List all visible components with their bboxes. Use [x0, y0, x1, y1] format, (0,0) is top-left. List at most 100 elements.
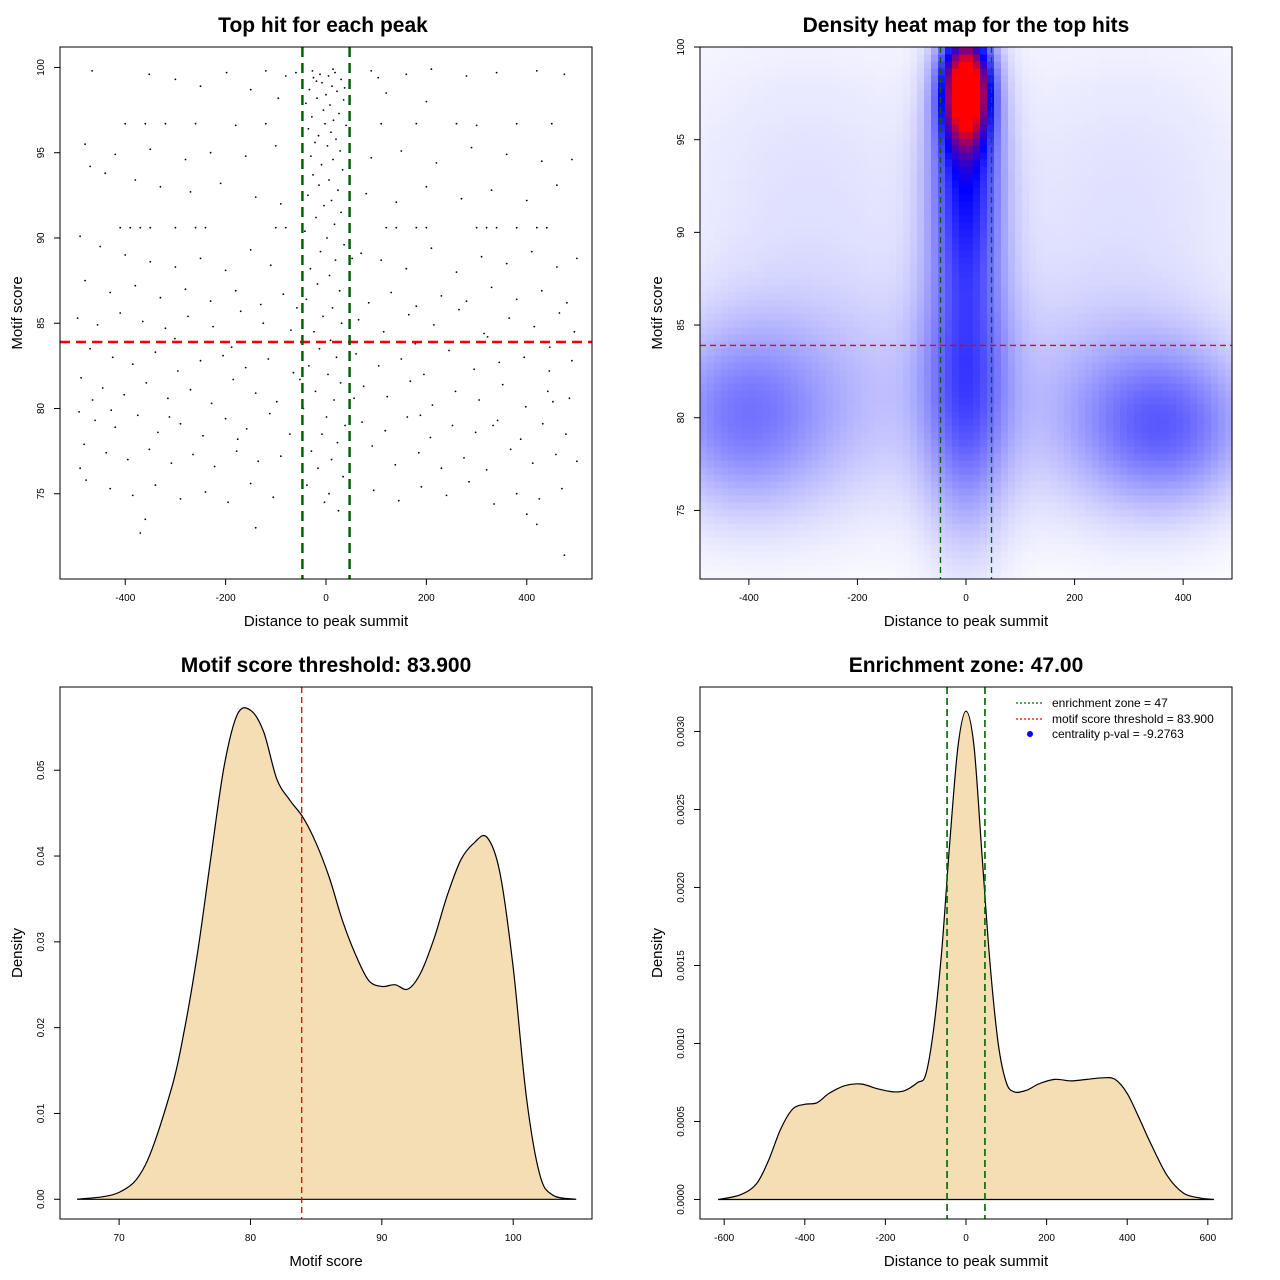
heatmap-cell: [798, 47, 806, 55]
scatter-point: [145, 382, 148, 384]
heatmap-cell: [1001, 166, 1009, 174]
heatmap-cell: [749, 453, 757, 461]
heatmap-cell: [1029, 481, 1037, 489]
heatmap-cell: [700, 236, 708, 244]
heatmap-cell: [952, 61, 960, 69]
heatmap-cell: [1022, 180, 1030, 188]
heatmap-cell: [903, 411, 911, 419]
heatmap-cell: [763, 117, 771, 125]
heatmap-cell: [924, 68, 932, 76]
heatmap-cell: [1099, 250, 1107, 258]
heatmap-cell: [938, 565, 946, 573]
heatmap-cell: [728, 418, 736, 426]
heatmap-cell: [952, 138, 960, 146]
heatmap-cell: [1022, 355, 1030, 363]
scatter-point: [327, 75, 330, 77]
heatmap-cell: [861, 68, 869, 76]
heatmap-cell: [1099, 383, 1107, 391]
heatmap-cell: [945, 173, 953, 181]
heatmap-cell: [959, 488, 967, 496]
heatmap-cell: [798, 201, 806, 209]
heatmap-cell: [1015, 194, 1023, 202]
heatmap-cell: [896, 467, 904, 475]
heatmap-cell: [714, 243, 722, 251]
heatmap-cell: [700, 54, 708, 62]
heatmap-cell: [1071, 166, 1079, 174]
heatmap-cell: [1029, 418, 1037, 426]
heatmap-cell: [777, 278, 785, 286]
heatmap-cell: [1036, 362, 1044, 370]
heatmap-cell: [889, 460, 897, 468]
heatmap-cell: [1043, 481, 1051, 489]
heatmap-cell: [812, 320, 820, 328]
heatmap-cell: [791, 166, 799, 174]
heatmap-cell: [1120, 180, 1128, 188]
heatmap-cell: [840, 173, 848, 181]
scatter-point: [224, 269, 227, 272]
heatmap-cell: [1064, 397, 1072, 405]
heatmap-cell: [1057, 418, 1065, 426]
heatmap-cell: [924, 348, 932, 356]
heatmap-cell: [756, 432, 764, 440]
heatmap-cell: [1001, 432, 1009, 440]
heatmap-cell: [1036, 110, 1044, 118]
heatmap-cell: [700, 166, 708, 174]
heatmap-cell: [756, 572, 764, 580]
heatmap-cell: [700, 138, 708, 146]
heatmap-cell: [861, 516, 869, 524]
heatmap-cell: [1057, 460, 1065, 468]
heatmap-cell: [994, 467, 1002, 475]
scatter-point: [249, 482, 252, 485]
heatmap-cell: [700, 488, 708, 496]
heatmap-cell: [742, 348, 750, 356]
heatmap-cell: [1099, 516, 1107, 524]
heatmap-cell: [1022, 474, 1030, 482]
heatmap-cell: [1113, 432, 1121, 440]
heatmap-cell: [861, 117, 869, 125]
heatmap-cell: [1057, 376, 1065, 384]
heatmap-cell: [1029, 404, 1037, 412]
heatmap-cell: [1071, 173, 1079, 181]
heatmap-cell: [917, 278, 925, 286]
heatmap-cell: [770, 124, 778, 132]
heatmap-cell: [721, 327, 729, 335]
heatmap-cell: [980, 453, 988, 461]
heatmap-cell: [1008, 537, 1016, 545]
heatmap-cell: [1057, 103, 1065, 111]
heatmap-cell: [805, 54, 813, 62]
scatter-point: [496, 419, 499, 422]
heatmap-cell: [875, 348, 883, 356]
heatmap-cell: [728, 516, 736, 524]
heatmap-cell: [763, 523, 771, 531]
heatmap-cell: [700, 404, 708, 412]
heatmap-cell: [1071, 103, 1079, 111]
heatmap-cell: [931, 271, 939, 279]
heatmap-cell: [917, 243, 925, 251]
heatmap-cell: [896, 348, 904, 356]
heatmap-cell: [1008, 572, 1016, 580]
heatmap-cell: [994, 334, 1002, 342]
heatmap-cell: [1015, 397, 1023, 405]
heatmap-cell: [812, 131, 820, 139]
heatmap-cell: [1120, 236, 1128, 244]
heatmap-cell: [917, 544, 925, 552]
heatmap-cell: [826, 467, 834, 475]
heatmap-cell: [1050, 124, 1058, 132]
heatmap-cell: [931, 327, 939, 335]
heatmap-cell: [1113, 299, 1121, 307]
scatter-point: [308, 365, 310, 367]
heatmap-cell: [973, 411, 981, 419]
heatmap-cell: [875, 383, 883, 391]
heatmap-cell: [1099, 215, 1107, 223]
heatmap-cell: [770, 327, 778, 335]
heatmap-cell: [847, 89, 855, 97]
heatmap-cell: [1071, 453, 1079, 461]
heatmap-cell: [903, 124, 911, 132]
heatmap-cell: [763, 229, 771, 237]
heatmap-cell: [959, 257, 967, 265]
heatmap-cell: [1050, 432, 1058, 440]
scatter-point: [384, 429, 387, 432]
heatmap-cell: [1015, 222, 1023, 230]
heatmap-cell: [1029, 355, 1037, 363]
heatmap-cell: [994, 348, 1002, 356]
